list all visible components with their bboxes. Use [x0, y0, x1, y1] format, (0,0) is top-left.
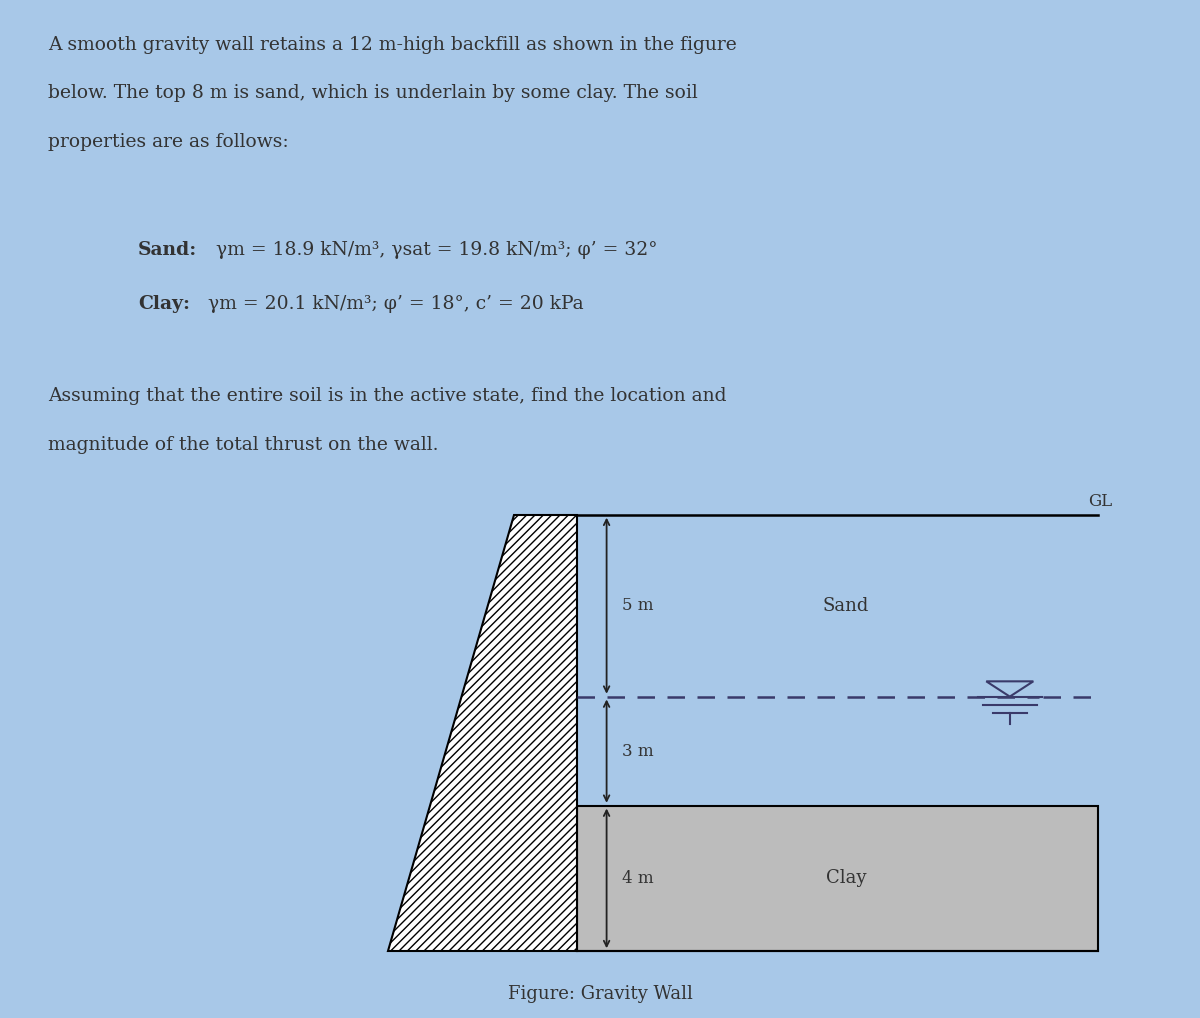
Text: properties are as follows:: properties are as follows:: [48, 133, 289, 152]
Polygon shape: [389, 515, 577, 951]
Text: Sand:: Sand:: [138, 241, 197, 259]
Text: GL: GL: [1088, 494, 1112, 510]
Text: Clay:: Clay:: [138, 294, 190, 313]
Text: below. The top 8 m is sand, which is underlain by some clay. The soil: below. The top 8 m is sand, which is und…: [48, 84, 697, 103]
Text: Clay: Clay: [826, 869, 866, 888]
Text: Figure: Gravity Wall: Figure: Gravity Wall: [508, 984, 692, 1003]
Text: γm = 20.1 kN/m³; φ’ = 18°, c’ = 20 kPa: γm = 20.1 kN/m³; φ’ = 18°, c’ = 20 kPa: [202, 294, 583, 313]
Text: 5 m: 5 m: [622, 598, 653, 614]
Text: A smooth gravity wall retains a 12 m-high backfill as shown in the figure: A smooth gravity wall retains a 12 m-hig…: [48, 36, 737, 54]
Bar: [577, 805, 1098, 951]
Text: 3 m: 3 m: [622, 743, 653, 759]
Text: magnitude of the total thrust on the wall.: magnitude of the total thrust on the wal…: [48, 437, 438, 454]
Text: Assuming that the entire soil is in the active state, find the location and: Assuming that the entire soil is in the …: [48, 388, 726, 405]
Text: 4 m: 4 m: [622, 870, 653, 887]
Text: Sand: Sand: [823, 597, 869, 615]
Text: γm = 18.9 kN/m³, γsat = 19.8 kN/m³; φ’ = 32°: γm = 18.9 kN/m³, γsat = 19.8 kN/m³; φ’ =…: [210, 241, 658, 259]
